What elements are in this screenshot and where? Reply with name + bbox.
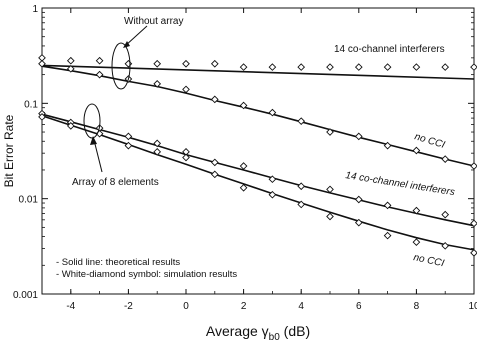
sim-diamond-series-4 — [297, 200, 306, 209]
sim-diamond-series-2 — [441, 155, 450, 163]
without-array-ellipse — [111, 42, 131, 90]
sim-diamond-series-3 — [239, 162, 248, 170]
sim-diamond-series-4 — [412, 238, 421, 246]
plot-frame — [41, 7, 475, 295]
sim-diamond-series-2 — [182, 85, 190, 94]
y-tick-label: 1 — [32, 4, 38, 15]
sim-diamond-series-4 — [239, 183, 248, 192]
theory-line-series-3 — [41, 113, 475, 227]
label-nocci-without-array: no CCI — [413, 131, 446, 151]
sim-diamond-series-4 — [124, 141, 133, 150]
sim-diamond-series-3 — [441, 210, 450, 219]
sim-diamond-series-4 — [153, 147, 162, 156]
sim-diamond-series-1 — [412, 63, 421, 71]
sim-diamond-series-2 — [470, 162, 477, 170]
sim-diamond-series-2 — [210, 95, 219, 104]
sim-diamond-series-1 — [182, 59, 190, 68]
sim-diamond-series-2 — [95, 70, 104, 79]
y-tick-label: 0.001 — [13, 290, 38, 301]
sim-diamond-series-1 — [66, 56, 75, 65]
sim-diamond-series-1 — [153, 59, 162, 68]
sim-diamond-series-4 — [66, 122, 75, 130]
sim-diamond-series-4 — [38, 113, 46, 121]
sim-diamond-series-2 — [268, 108, 277, 117]
sim-diamond-series-2 — [354, 132, 363, 141]
x-tick-label: 8 — [414, 301, 420, 312]
sim-diamond-series-3 — [210, 158, 219, 167]
sim-diamond-series-3 — [268, 175, 277, 184]
sim-diamond-series-1 — [470, 63, 477, 71]
label-cci-without-array: 14 co-channel interferers — [334, 44, 445, 55]
sim-diamond-series-3 — [153, 139, 162, 148]
without-array-label: Without array — [124, 16, 183, 27]
x-tick-label: 4 — [298, 301, 304, 312]
sim-diamond-series-1 — [239, 63, 248, 71]
y-axis-title: Bit Error Rate — [2, 114, 16, 187]
sim-diamond-series-1 — [210, 59, 219, 68]
sim-diamond-series-2 — [383, 141, 392, 150]
array-of-8-arrowhead — [90, 136, 97, 145]
sim-diamond-series-2 — [239, 101, 248, 110]
array-of-8-annotation: Array of 8 elements — [72, 103, 159, 188]
note-diamond-symbol: - White-diamond symbol: simulation resul… — [56, 269, 237, 280]
sim-diamond-series-4 — [354, 218, 363, 227]
sim-diamond-series-2 — [326, 128, 334, 136]
label-nocci-array: no CCI — [412, 252, 445, 269]
sim-diamond-series-1 — [326, 63, 334, 71]
sim-diamond-series-2 — [153, 80, 162, 88]
theory-line-series-1 — [41, 64, 475, 80]
sim-diamond-series-2 — [412, 146, 421, 155]
array-of-8-ellipse — [83, 103, 101, 139]
sim-diamond-series-1 — [124, 59, 133, 68]
sim-diamond-series-4 — [470, 249, 477, 257]
sim-diamond-series-3 — [124, 132, 133, 141]
theory-curves — [41, 64, 475, 251]
y-tick-label: 0.1 — [24, 99, 38, 110]
sim-diamond-series-3 — [297, 182, 306, 191]
sim-diamond-series-4 — [182, 153, 190, 162]
sim-diamond-series-4 — [268, 190, 277, 199]
x-tick-label: -2 — [124, 301, 133, 312]
sim-diamond-series-1 — [354, 63, 363, 71]
sim-diamond-series-3 — [354, 195, 363, 204]
without-array-annotation: Without array — [111, 16, 183, 90]
sim-diamond-series-3 — [326, 185, 334, 194]
sim-diamond-series-1 — [297, 63, 306, 71]
without-array-arrow — [124, 25, 148, 47]
array-of-8-arrow — [93, 139, 103, 173]
x-tick-label: 6 — [356, 301, 362, 312]
sim-diamond-series-3 — [470, 219, 477, 228]
theory-line-series-4 — [41, 115, 475, 251]
label-cci-array: 14 co-channel interferers — [345, 170, 456, 198]
array-of-8-label: Array of 8 elements — [72, 177, 159, 188]
sim-diamond-series-2 — [38, 59, 46, 68]
sim-diamond-series-4 — [326, 212, 334, 221]
x-axis-title: Average γb0 (dB) — [206, 323, 310, 343]
sim-diamond-series-3 — [383, 201, 392, 210]
x-tick-label: 10 — [468, 301, 477, 312]
x-tick-label: -4 — [66, 301, 75, 312]
note-solid-line: - Solid line: theoretical results — [56, 257, 180, 268]
sim-diamond-series-2 — [297, 117, 306, 126]
sim-diamond-series-3 — [412, 206, 421, 215]
sim-diamond-series-1 — [95, 56, 104, 65]
sim-diamond-series-1 — [268, 63, 277, 71]
theory-line-series-2 — [41, 65, 475, 167]
sim-diamond-series-1 — [383, 63, 392, 71]
x-tick-label: 2 — [241, 301, 247, 312]
without-array-arrowhead — [123, 41, 130, 48]
simulation-markers — [38, 54, 477, 257]
sim-diamond-series-4 — [441, 242, 450, 250]
y-tick-label: 0.01 — [19, 195, 39, 206]
x-tick-label: 0 — [183, 301, 189, 312]
sim-diamond-series-4 — [383, 231, 392, 240]
sim-diamond-series-2 — [66, 65, 75, 73]
axis-ticks: -4 -2 0 2 4 6 8 10 0.001 0.01 0.1 1 — [13, 4, 477, 312]
sim-diamond-series-4 — [210, 170, 219, 179]
sim-diamond-series-1 — [441, 63, 450, 71]
